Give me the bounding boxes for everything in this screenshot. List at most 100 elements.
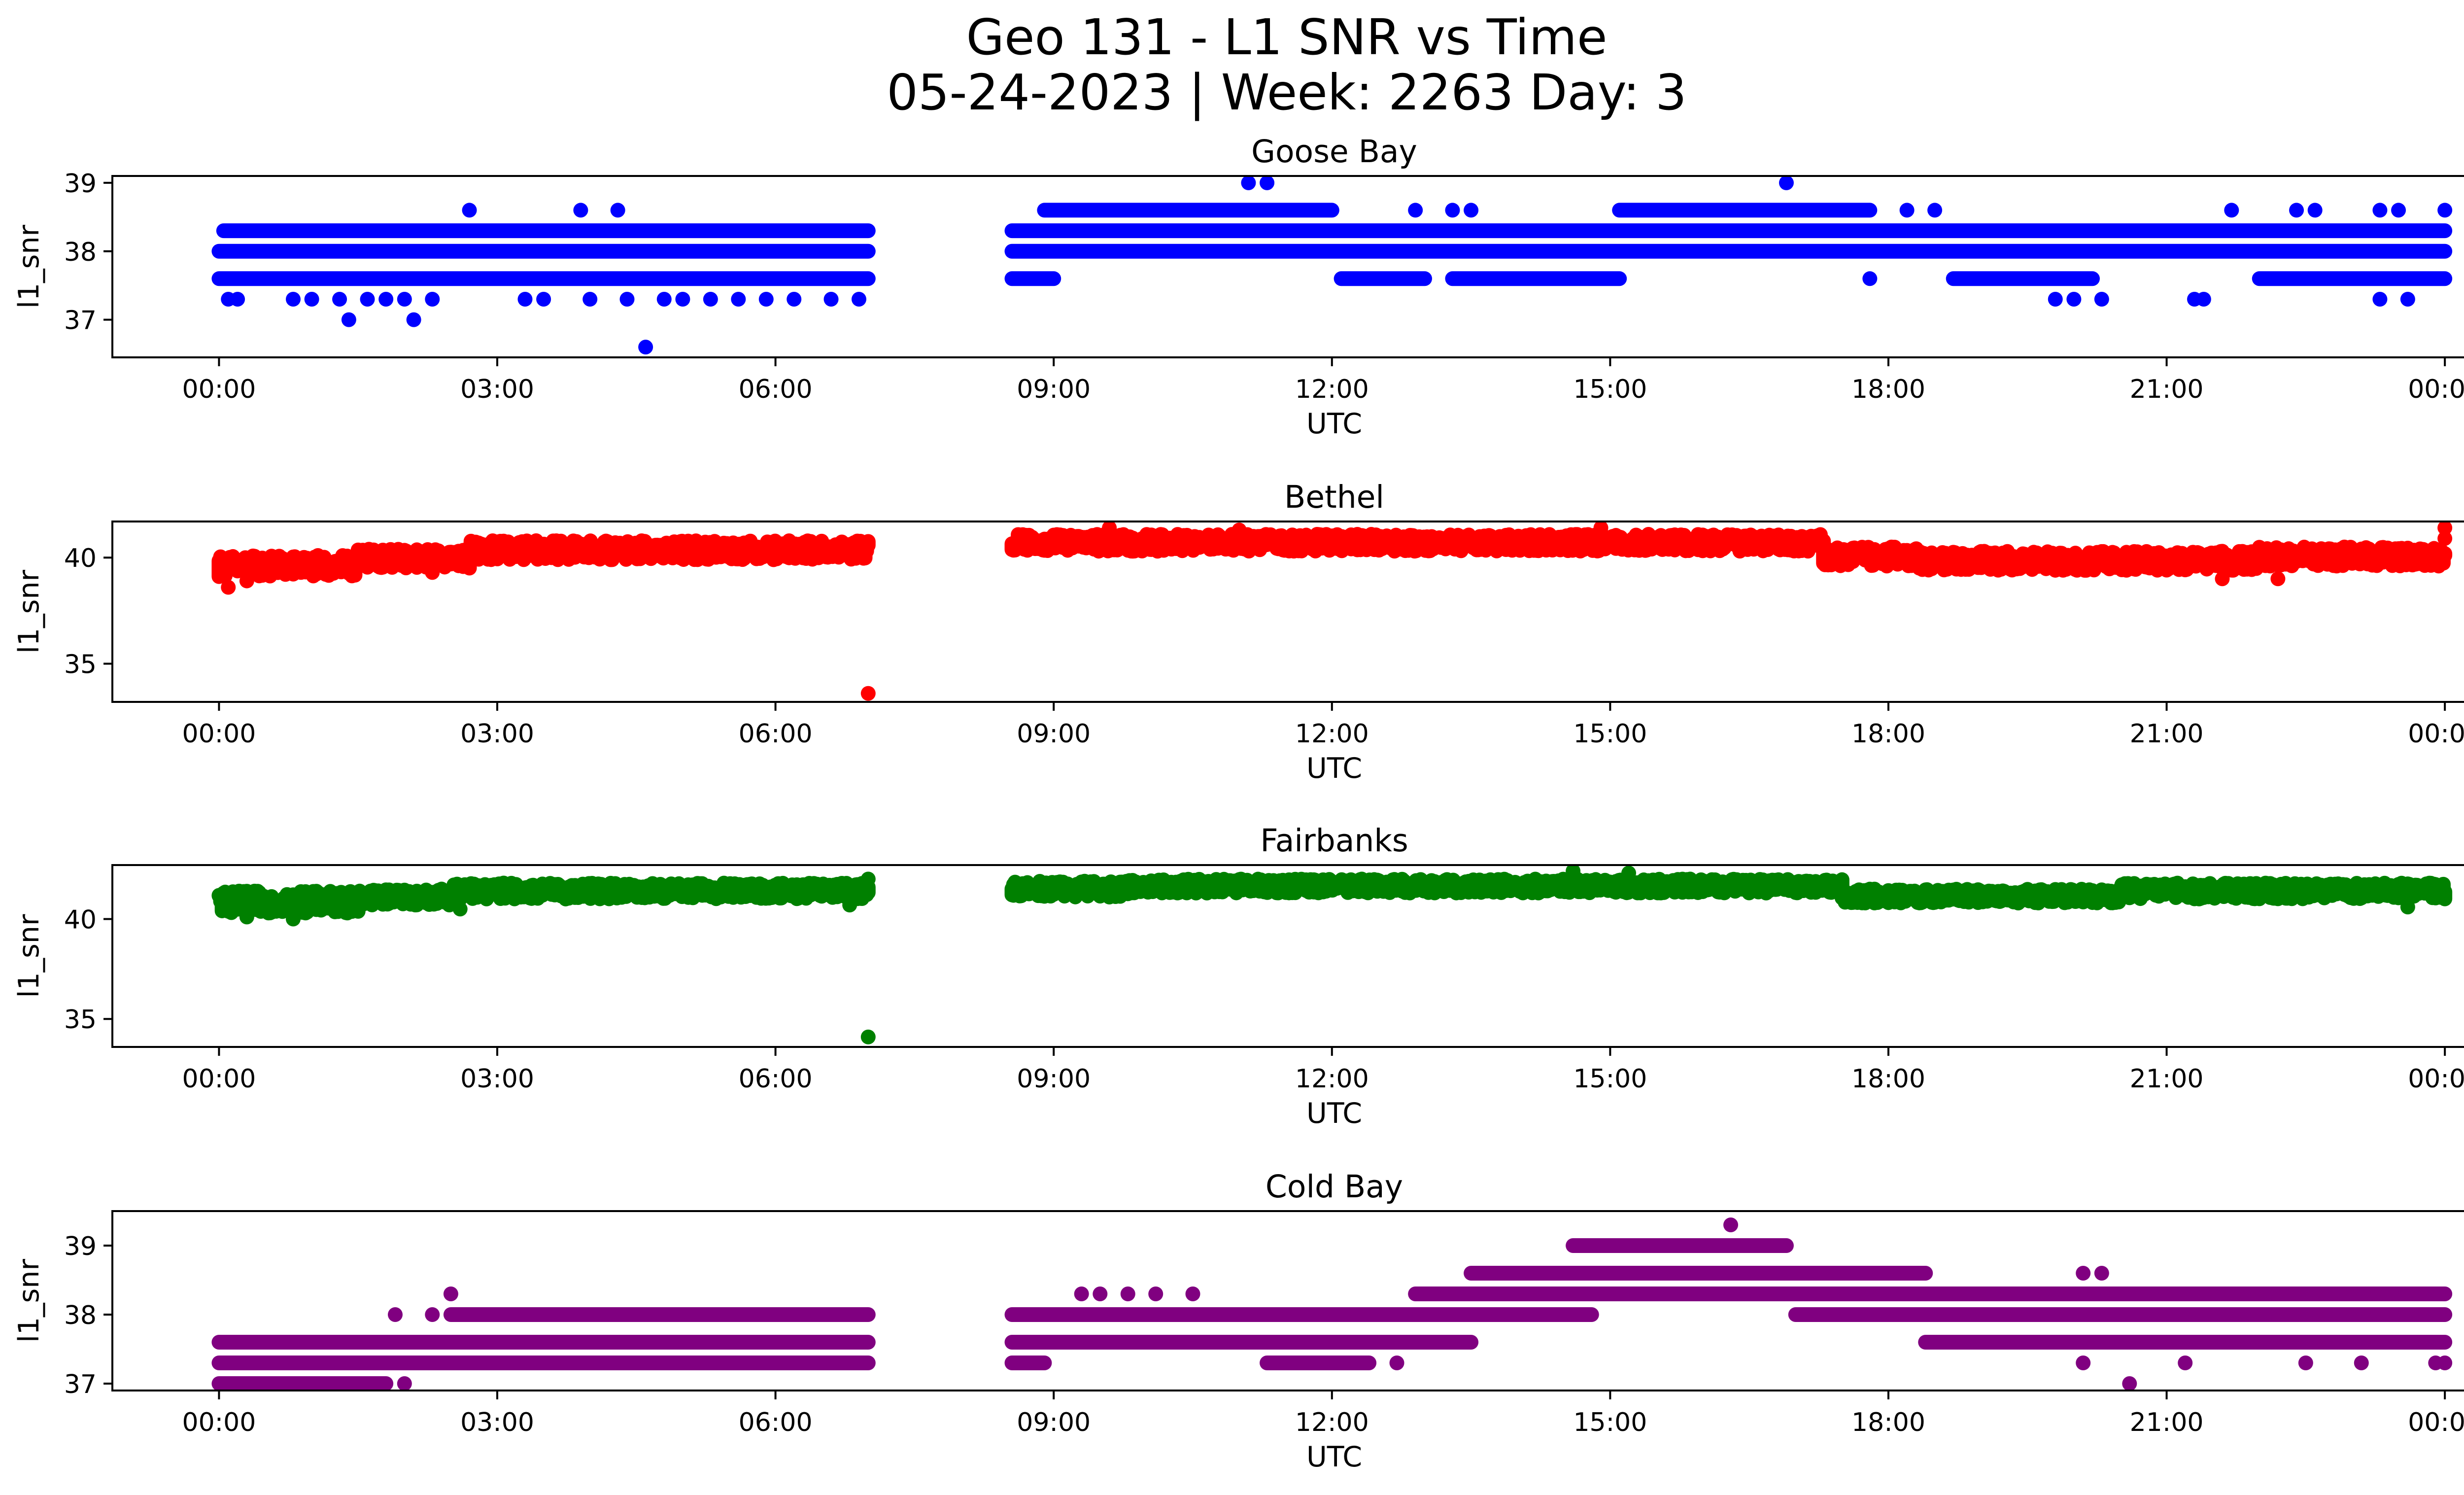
- x-tick-label: 21:00: [2130, 719, 2204, 749]
- data-point: [452, 902, 468, 917]
- x-tick-label: 03:00: [460, 719, 534, 749]
- y-tick-label: 37: [64, 306, 97, 336]
- x-tick-label: 00:00: [2408, 1408, 2464, 1437]
- x-tick-label: 12:00: [1295, 375, 1369, 404]
- y-tick-label: 35: [64, 650, 97, 679]
- data-point: [787, 291, 802, 307]
- data-point: [1408, 203, 1423, 218]
- x-tick-label: 03:00: [460, 1064, 534, 1094]
- y-axis-label: l1_snr: [13, 570, 45, 654]
- axes-frame: [111, 175, 2464, 358]
- data-point: [1445, 203, 1460, 218]
- y-tick-label: 39: [64, 1232, 97, 1261]
- x-tick-label: 15:00: [1573, 1408, 1647, 1437]
- x-ticks: 00:00 03:00 06:00 09:00 12:00 15:00 18:00 21:00…: [182, 1391, 2464, 1437]
- data-point: [285, 911, 301, 927]
- data-point: [388, 1307, 403, 1322]
- y-tick-label: 38: [64, 1301, 97, 1330]
- data-point: [823, 291, 839, 307]
- data-point: [1093, 1286, 1108, 1301]
- data-point: [582, 291, 598, 307]
- y-ticks: 37 38 39: [64, 1232, 112, 1399]
- y-tick-label: 40: [64, 544, 97, 573]
- data-point: [2048, 291, 2063, 307]
- x-tick-label: 03:00: [460, 1408, 534, 1437]
- y-tick-label: 40: [64, 905, 97, 935]
- x-tick-label: 09:00: [1017, 375, 1091, 404]
- x-ticks: 00:00 03:00 06:00 09:00 12:00 15:00 18:00 21:00…: [182, 357, 2464, 404]
- data-point: [703, 291, 718, 307]
- y-axis-label: l1_snr: [13, 225, 45, 309]
- x-axis-label: UTC: [1306, 1097, 1362, 1130]
- x-tick-label: 00:00: [2408, 1064, 2464, 1094]
- x-tick-label: 00:00: [2408, 375, 2464, 404]
- data-point: [1102, 522, 1117, 535]
- data-point: [517, 291, 533, 307]
- data-point: [1389, 1356, 1404, 1370]
- data-point: [1779, 176, 1794, 190]
- data-point: [758, 291, 774, 307]
- data-point: [1927, 203, 1943, 218]
- data-point: [2224, 203, 2239, 218]
- data-point: [378, 291, 394, 307]
- x-tick-label: 15:00: [1573, 1064, 1647, 1094]
- data-point: [2122, 1376, 2137, 1391]
- data-point: [239, 573, 254, 589]
- data-point: [332, 291, 347, 307]
- x-tick-label: 00:00: [2408, 719, 2464, 749]
- data-point: [397, 1376, 412, 1391]
- data-point: [239, 909, 254, 925]
- data-point: [2437, 1356, 2453, 1370]
- x-tick-label: 18:00: [1851, 1064, 1925, 1094]
- x-ticks: 00:00 03:00 06:00 09:00 12:00 15:00 18:00 21:00…: [182, 1047, 2464, 1094]
- x-tick-label: 09:00: [1017, 1408, 1091, 1437]
- data-point: [1464, 203, 1479, 218]
- data-point: [656, 291, 672, 307]
- data-point: [221, 580, 236, 595]
- data-point: [2391, 1286, 2406, 1301]
- y-ticks: 35 40: [64, 905, 112, 1035]
- x-tick-label: 06:00: [739, 719, 813, 749]
- data-point: [2400, 900, 2415, 915]
- axes-frame: [111, 1210, 2464, 1391]
- data-point: [2307, 203, 2323, 218]
- panel-title: Fairbanks: [1260, 823, 1408, 859]
- data-point: [638, 340, 653, 355]
- x-ticks: 00:00 03:00 06:00 09:00 12:00 15:00 18:00 21:00…: [182, 702, 2464, 749]
- y-axis-label: l1_snr: [13, 1259, 45, 1343]
- figure-title-line-1: Geo 131 - L1 SNR vs Time: [966, 8, 1608, 66]
- data-point: [1232, 522, 1247, 538]
- data-point: [860, 871, 876, 887]
- data-point: [2094, 1266, 2109, 1281]
- panel-title: Bethel: [1284, 479, 1384, 515]
- data-point: [2437, 203, 2453, 218]
- data-point: [1260, 176, 1275, 190]
- data-point: [1899, 203, 1915, 218]
- y-ticks: 37 38 39: [64, 169, 112, 336]
- x-tick-label: 00:00: [182, 1064, 256, 1094]
- data-point: [1723, 1217, 1739, 1232]
- data-point: [425, 1307, 440, 1322]
- panel-title: Goose Bay: [1251, 134, 1417, 170]
- x-tick-label: 21:00: [2130, 1064, 2204, 1094]
- data-point: [462, 203, 477, 218]
- data-point: [536, 291, 551, 307]
- data-point: [2289, 1286, 2304, 1301]
- data-point: [2289, 203, 2304, 218]
- x-tick-label: 15:00: [1573, 375, 1647, 404]
- x-tick-label: 18:00: [1851, 375, 1925, 404]
- data-point: [443, 1286, 458, 1301]
- x-tick-label: 09:00: [1017, 719, 1091, 749]
- axes-frame: [111, 864, 2464, 1048]
- data-point: [2372, 291, 2388, 307]
- y-axis-label: l1_snr: [13, 914, 45, 998]
- data-point: [2076, 1356, 2091, 1370]
- data-points: [211, 176, 2453, 355]
- data-point: [1593, 522, 1608, 535]
- x-tick-label: 06:00: [739, 375, 813, 404]
- panel-fairbanks: Fairbanks 00:00 03:00 06:00 09:00 12:00 15:00 1…: [13, 823, 2464, 1130]
- x-tick-label: 06:00: [739, 1064, 813, 1094]
- data-point: [619, 291, 635, 307]
- y-ticks: 35 40: [64, 544, 112, 679]
- data-point: [2196, 291, 2211, 307]
